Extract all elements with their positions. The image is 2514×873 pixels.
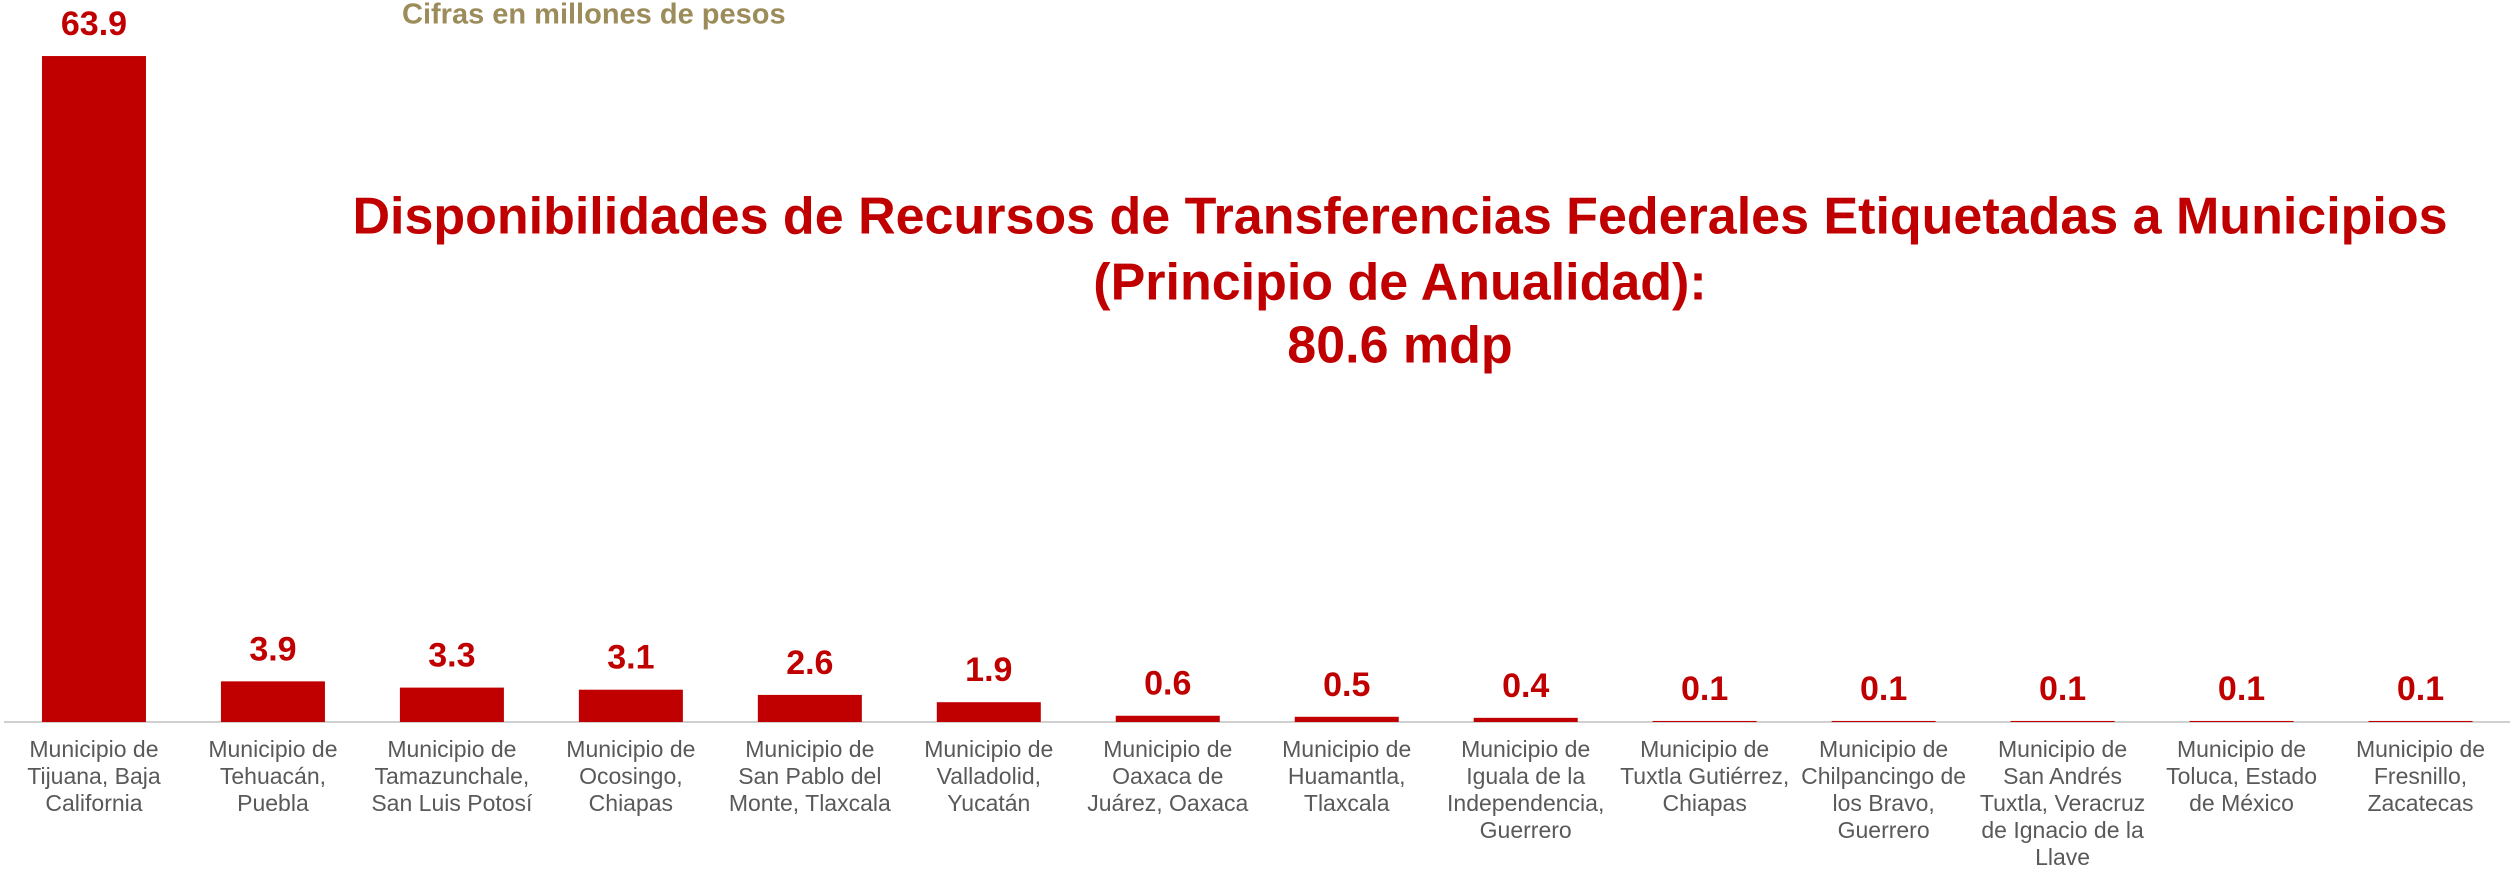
bar <box>1652 720 1757 722</box>
bar <box>220 681 325 722</box>
bar <box>2189 720 2294 722</box>
chart-title: Disponibilidades de Recursos de Transfer… <box>352 188 2447 246</box>
data-label: 0.6 <box>1144 665 1191 703</box>
data-label: 3.3 <box>428 637 475 675</box>
bar <box>1115 715 1220 722</box>
x-tick-label: Municipio de Chilpancingo de los Bravo, … <box>1801 736 1967 843</box>
data-label: 0.4 <box>1502 667 1549 705</box>
data-label: 0.1 <box>1681 670 1728 708</box>
data-label: 0.5 <box>1323 666 1370 704</box>
chart-title: 80.6 mdp <box>1287 317 1512 375</box>
bar <box>2368 720 2473 722</box>
data-label: 63.9 <box>61 5 127 43</box>
bar <box>936 702 1041 722</box>
x-tick-label: Municipio de San Pablo del Monte, Tlaxca… <box>728 736 891 816</box>
x-tick-label: Municipio de Tehuacán, Puebla <box>208 736 338 816</box>
bar <box>578 689 683 722</box>
data-label: 0.1 <box>1860 670 1907 708</box>
x-tick-label: Municipio de Oaxaca de Juárez, Oaxaca <box>1087 736 1249 816</box>
x-tick-label: Municipio de Fresnillo, Zacatecas <box>2355 736 2486 816</box>
x-tick-label: Municipio de Tuxtla Gutiérrez, Chiapas <box>1620 736 1790 816</box>
x-tick-label: Municipio de Huamantla, Tlaxcala <box>1282 736 1412 816</box>
bar <box>1473 717 1578 722</box>
x-tick-label: Municipio de Ocosingo, Chiapas <box>566 736 696 816</box>
chart-title: (Principio de Anualidad): <box>1093 254 1706 312</box>
x-tick-label: Municipio de Valladolid, Yucatán <box>924 736 1054 816</box>
chart-subtitle: Cifras en millones de pesos <box>402 0 786 31</box>
x-tick-label: Municipio de Tijuana, Baja California <box>27 736 161 816</box>
bar <box>399 687 504 722</box>
bar <box>41 56 146 723</box>
x-tick-label: Municipio de Tamazunchale, San Luis Poto… <box>371 736 533 816</box>
bar <box>2010 720 2115 722</box>
data-label: 2.6 <box>786 644 833 682</box>
x-tick-label: Municipio de San Andrés Tuxtla, Veracruz… <box>1979 736 2146 870</box>
bar <box>1831 720 1936 722</box>
bar <box>757 694 862 722</box>
data-label: 0.1 <box>2397 670 2444 708</box>
x-tick-label: Municipio de Iguala de la Independencia,… <box>1447 736 1605 843</box>
data-label: 0.1 <box>2039 670 2086 708</box>
data-label: 3.1 <box>607 639 654 677</box>
data-label: 0.1 <box>2218 670 2265 708</box>
bar <box>1294 716 1399 722</box>
data-label: 3.9 <box>249 630 296 668</box>
x-tick-label: Municipio de Toluca, Estado de México <box>2166 736 2317 816</box>
data-label: 1.9 <box>965 651 1012 689</box>
